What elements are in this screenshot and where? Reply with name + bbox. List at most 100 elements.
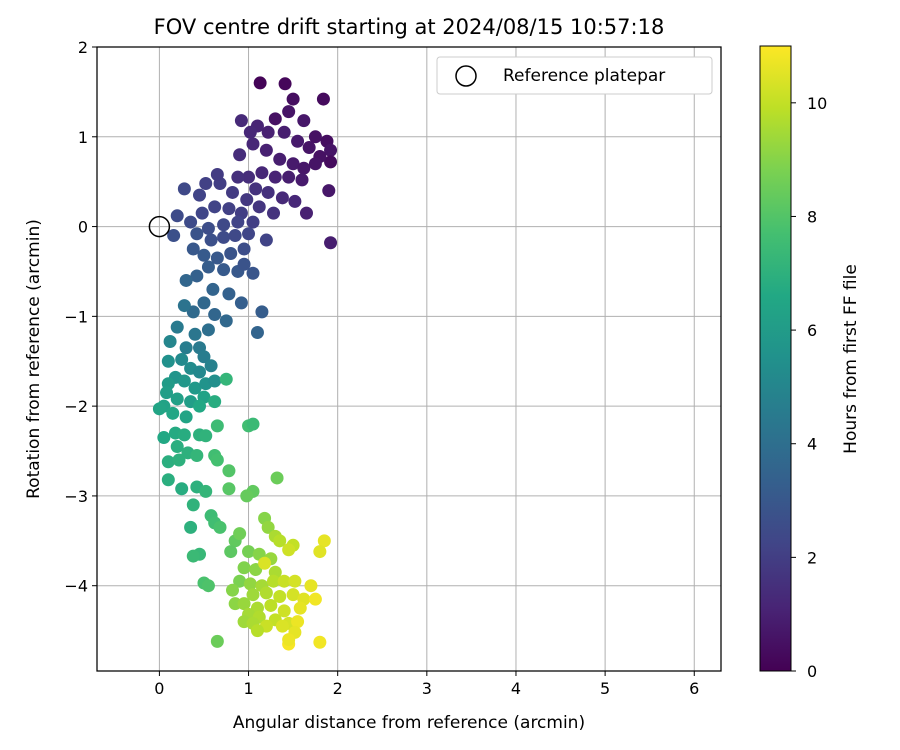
data-point	[286, 157, 300, 171]
data-point	[208, 395, 222, 409]
data-point	[186, 549, 200, 563]
data-point	[213, 520, 227, 534]
data-point	[210, 453, 224, 467]
data-point	[190, 227, 204, 241]
data-point	[250, 326, 264, 340]
data-point	[243, 125, 257, 139]
y-tick-label: −2	[64, 397, 88, 416]
x-axis-label: Angular distance from reference (arcmin)	[233, 713, 585, 733]
data-point	[228, 229, 242, 243]
data-point	[304, 579, 318, 593]
data-point	[246, 266, 260, 280]
data-point	[179, 273, 193, 287]
data-point	[188, 327, 202, 341]
data-point	[275, 619, 289, 633]
data-point	[246, 137, 260, 151]
data-point	[293, 601, 307, 615]
data-point	[161, 455, 175, 469]
colorbar-ticks: 0 2 4 6 8 10	[791, 94, 827, 681]
data-point	[199, 176, 213, 190]
x-tick-label: 5	[600, 679, 610, 698]
data-point	[286, 588, 300, 602]
data-point	[297, 161, 311, 175]
data-point	[282, 105, 296, 119]
data-point	[261, 185, 275, 199]
data-point	[217, 218, 231, 232]
data-point	[273, 152, 287, 166]
data-point	[201, 323, 215, 337]
data-point	[273, 534, 287, 548]
data-point	[322, 184, 336, 198]
data-point	[267, 574, 281, 588]
reference-platepar-point	[148, 215, 171, 238]
data-point	[163, 334, 177, 348]
data-point	[219, 314, 233, 328]
data-point	[237, 257, 251, 271]
data-point	[228, 597, 242, 611]
x-tick-label: 6	[689, 679, 699, 698]
data-point	[184, 520, 198, 534]
data-point	[217, 230, 231, 244]
data-point	[282, 170, 296, 184]
data-point	[313, 545, 327, 559]
data-point	[264, 598, 278, 612]
data-point	[206, 282, 220, 296]
data-point	[308, 592, 322, 606]
data-point	[195, 206, 209, 220]
data-point	[308, 157, 322, 171]
x-axis-ticks: 0 1 2 3 4 5 6	[154, 671, 699, 698]
data-point	[286, 92, 300, 106]
chart-title: FOV centre drift starting at 2024/08/15 …	[154, 15, 665, 39]
data-point	[282, 543, 296, 557]
data-point	[193, 399, 207, 413]
data-point	[288, 574, 302, 588]
data-point	[197, 248, 211, 262]
y-tick-label: 0	[78, 218, 88, 237]
data-point	[157, 431, 171, 445]
data-point	[184, 215, 198, 229]
data-point	[210, 634, 224, 648]
data-point	[288, 194, 302, 208]
grid-lines	[97, 46, 721, 671]
data-point	[246, 588, 260, 602]
data-point	[170, 320, 184, 334]
data-point	[160, 386, 174, 400]
data-point	[193, 365, 207, 379]
data-point	[255, 166, 269, 180]
data-point	[175, 352, 189, 366]
data-point	[259, 233, 273, 247]
data-point	[199, 429, 213, 443]
data-point	[240, 193, 254, 207]
colorbar-tick-label: 0	[807, 662, 817, 681]
data-point	[291, 134, 305, 148]
data-point	[243, 577, 257, 591]
data-point	[275, 191, 289, 205]
data-point	[316, 92, 330, 106]
data-point	[177, 374, 191, 388]
data-point	[277, 574, 291, 588]
data-point	[246, 417, 260, 431]
data-point	[324, 236, 338, 250]
colorbar: 0 2 4 6 8 10 Hours from first FF file	[759, 45, 861, 681]
data-point	[237, 597, 251, 611]
data-point	[259, 586, 273, 600]
y-axis-label: Rotation from reference (arcmin)	[24, 219, 44, 499]
data-point	[208, 200, 222, 214]
data-point	[201, 579, 215, 593]
data-point	[233, 574, 247, 588]
data-point	[177, 428, 191, 442]
data-point	[278, 77, 292, 91]
data-point	[210, 251, 224, 265]
data-point	[172, 453, 186, 467]
y-tick-label: 1	[78, 128, 88, 147]
data-point	[177, 299, 191, 313]
y-tick-label: −3	[64, 487, 88, 506]
y-tick-label: −4	[64, 577, 88, 596]
data-point	[167, 229, 181, 243]
data-point	[222, 464, 236, 478]
data-point	[252, 200, 266, 214]
data-point	[179, 341, 193, 355]
data-point	[237, 561, 251, 575]
data-point	[161, 473, 175, 487]
data-point	[255, 305, 269, 319]
